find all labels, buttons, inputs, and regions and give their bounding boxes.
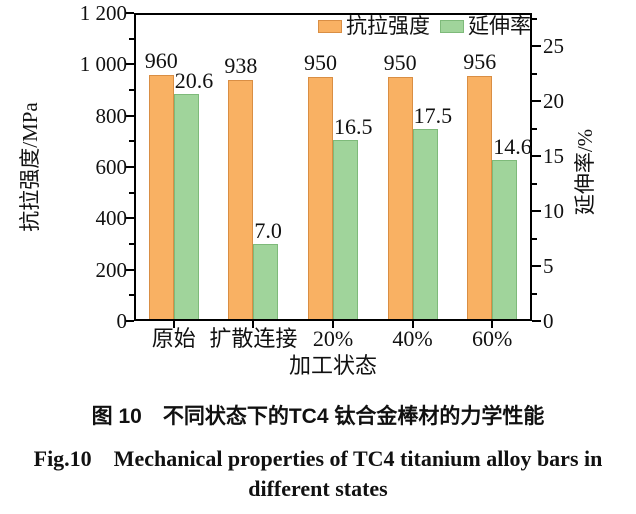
legend: 抗拉强度 延伸率: [318, 13, 531, 39]
left-axis-tick: [125, 268, 134, 271]
value-label-elongation: 17.5: [413, 102, 453, 128]
x-tick-label: 原始: [151, 326, 196, 351]
left-axis-tick: [125, 217, 134, 220]
x-axis-tick: [332, 321, 334, 328]
value-label-elongation: 16.5: [334, 113, 373, 139]
left-tick-label: 1 200: [79, 1, 127, 25]
bar-tensile-strength: [228, 80, 254, 321]
right-axis-tick: [532, 45, 541, 47]
x-axis-tick: [252, 321, 255, 328]
right-axis-minor-tick: [532, 72, 537, 75]
right-axis-tick: [532, 265, 541, 267]
right-axis-minor-tick: [532, 292, 537, 295]
right-axis-tick: [532, 320, 541, 322]
right-tick-label: 5: [543, 254, 554, 278]
left-axis-tick: [125, 166, 134, 168]
value-label-tensile-strength: 956: [463, 48, 497, 74]
right-axis-minor-tick: [532, 127, 537, 130]
legend-swatch-orange: [318, 19, 342, 33]
bar-tensile-strength: [148, 74, 174, 321]
left-tick-label: 400: [95, 206, 128, 231]
x-tick-label: 40%: [392, 326, 433, 351]
right-axis-tick: [532, 210, 541, 212]
left-tick-label: 0: [116, 309, 128, 333]
figure-caption-en-line1: Fig.10 Mechanical properties of TC4 tita…: [33, 446, 603, 471]
left-tick-label: 1 000: [79, 52, 127, 77]
bar-tensile-strength: [467, 75, 493, 321]
value-label-elongation: 7.0: [254, 218, 282, 243]
left-axis-minor-tick: [129, 294, 134, 297]
figure-caption-zh: 图 10 不同状态下的TC4 钛合金棒材的力学性能: [91, 405, 545, 428]
left-axis-tick: [125, 114, 134, 117]
bar-elongation: [253, 244, 279, 321]
left-axis-minor-tick: [129, 140, 134, 143]
right-tick-label: 20: [543, 89, 564, 113]
value-label-tensile-strength: 960: [144, 47, 178, 73]
bar-elongation: [412, 128, 438, 321]
right-axis-minor-tick: [532, 17, 537, 20]
bar-tensile-strength: [308, 77, 333, 321]
right-axis-minor-tick: [532, 182, 537, 185]
bar-elongation: [333, 139, 358, 321]
x-tick-label: 60%: [472, 326, 513, 351]
value-label-elongation: 20.6: [174, 68, 214, 94]
right-axis-tick: [532, 155, 541, 157]
x-axis-title: 加工状态: [288, 353, 378, 378]
right-axis-tick: [532, 100, 541, 102]
right-tick-label: 10: [543, 199, 564, 223]
x-axis-tick: [491, 321, 494, 328]
legend-label-tensile-strength: 抗拉强度: [346, 14, 430, 38]
left-axis-minor-tick: [129, 37, 134, 40]
legend-label-elongation: 延伸率: [468, 14, 531, 38]
bar-tensile-strength: [387, 77, 413, 321]
figure-caption-en-line2: different states: [248, 476, 388, 501]
left-axis-tick: [125, 63, 134, 66]
value-label-tensile-strength: 950: [383, 50, 417, 76]
x-tick-label: 扩散连接: [209, 326, 298, 351]
legend-item-elongation: 延伸率: [440, 13, 531, 39]
left-axis-minor-tick: [129, 89, 134, 91]
right-tick-label: 0: [543, 309, 554, 333]
bar-elongation: [492, 160, 518, 321]
left-tick-label: 800: [95, 103, 128, 128]
left-tick-label: 600: [95, 155, 128, 179]
value-label-tensile-strength: 938: [224, 53, 258, 79]
x-tick-label: 20%: [312, 326, 354, 351]
right-axis-minor-tick: [532, 237, 537, 240]
legend-item-tensile-strength: 抗拉强度: [318, 13, 430, 39]
left-axis-minor-tick: [129, 243, 134, 245]
value-label-tensile-strength: 950: [304, 50, 337, 76]
bar-chart: 抗拉强度/MPa 延伸率/% 加工状态 抗拉强度 延伸率 960 20.6 原始 93…: [18, 1, 597, 378]
left-tick-label: 200: [95, 257, 128, 282]
left-axis-tick: [125, 12, 134, 14]
value-label-elongation: 14.6: [493, 134, 532, 160]
left-axis-minor-tick: [129, 191, 134, 194]
right-axis-title: 延伸率/%: [573, 128, 597, 216]
bar-elongation: [173, 94, 199, 321]
x-axis-tick: [172, 321, 175, 328]
left-axis-tick: [125, 320, 134, 322]
x-axis-tick: [411, 321, 414, 328]
right-tick-label: 25: [543, 34, 564, 58]
right-tick-label: 15: [543, 144, 564, 168]
legend-swatch-green: [440, 19, 464, 33]
left-axis-title: 抗拉强度/MPa: [18, 102, 42, 232]
